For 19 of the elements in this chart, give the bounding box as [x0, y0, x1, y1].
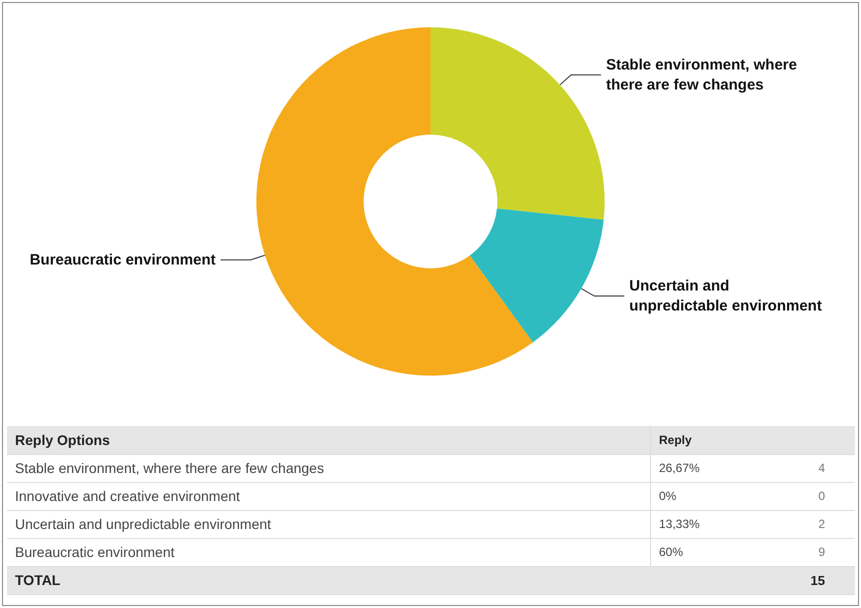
text: 13,33% — [650, 510, 777, 538]
text: 9 — [777, 538, 855, 566]
text: 2 — [777, 510, 855, 538]
text: 60% — [650, 538, 777, 566]
slice-label: Uncertain and unpredictable environment — [629, 278, 822, 315]
text: Reply Options — [7, 426, 650, 454]
text: 26,67% — [650, 454, 777, 482]
text: Reply — [650, 426, 855, 454]
slice-label: Stable environment, where there are few changes — [606, 56, 802, 94]
category-label: Stable environment, where there are few changes — [15, 460, 324, 476]
category-label: Innovative and creative environment — [15, 488, 240, 504]
text: 4 — [777, 454, 855, 482]
category-label: Uncertain and unpredictable environment — [15, 516, 272, 532]
text: TOTAL — [7, 566, 777, 594]
text: 0% — [650, 482, 777, 510]
text: 15 — [777, 566, 855, 594]
text: 0 — [777, 482, 855, 510]
slice-label: Bureaucratic environment — [30, 251, 216, 268]
category-label: Bureaucratic environment — [15, 544, 175, 560]
